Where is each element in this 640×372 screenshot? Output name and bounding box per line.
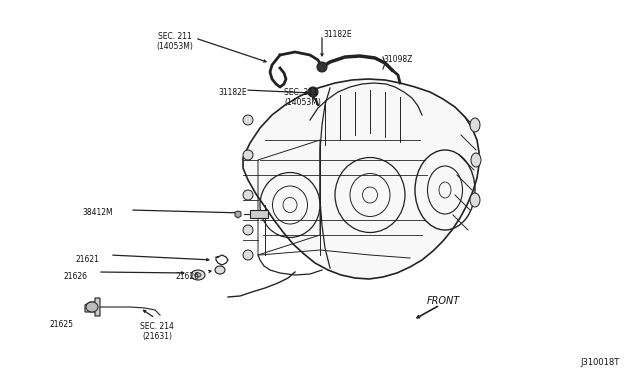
Polygon shape [243, 79, 479, 279]
Ellipse shape [86, 302, 98, 312]
Circle shape [308, 87, 318, 97]
Ellipse shape [243, 250, 253, 260]
Circle shape [317, 62, 327, 72]
Text: 31098Z: 31098Z [383, 55, 412, 64]
Text: SEC. 211: SEC. 211 [158, 32, 192, 41]
Ellipse shape [243, 150, 253, 160]
Text: SEC. 214: SEC. 214 [140, 322, 174, 331]
Ellipse shape [471, 153, 481, 167]
Ellipse shape [243, 190, 253, 200]
Ellipse shape [470, 193, 480, 207]
Text: 31182E: 31182E [218, 88, 246, 97]
Text: 21625: 21625 [50, 320, 74, 329]
Polygon shape [235, 211, 241, 218]
Ellipse shape [243, 225, 253, 235]
Text: 21626: 21626 [63, 272, 87, 281]
Text: (14053M): (14053M) [284, 98, 321, 107]
Text: 31182E: 31182E [323, 30, 351, 39]
Ellipse shape [191, 270, 205, 280]
Text: 21626: 21626 [175, 272, 199, 281]
Bar [250, 210, 268, 218]
Text: 21621: 21621 [75, 255, 99, 264]
Text: (14053M): (14053M) [157, 42, 193, 51]
Text: (21631): (21631) [142, 332, 172, 341]
Text: SEC. 211: SEC. 211 [284, 88, 317, 97]
Text: FRONT: FRONT [427, 296, 460, 306]
Polygon shape [85, 298, 100, 316]
Ellipse shape [243, 115, 253, 125]
Ellipse shape [470, 118, 480, 132]
Text: J310018T: J310018T [580, 358, 620, 367]
Ellipse shape [195, 273, 201, 277]
Text: 38412M: 38412M [82, 208, 113, 217]
Ellipse shape [215, 266, 225, 274]
